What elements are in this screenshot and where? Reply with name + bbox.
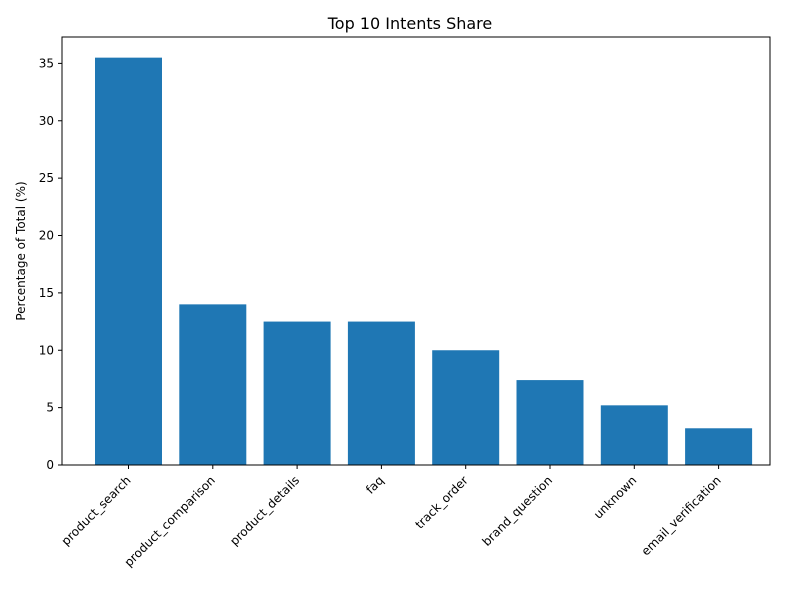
x-tick-label: faq [363,473,386,496]
y-tick-label: 30 [39,114,54,128]
y-tick-label: 5 [46,401,54,415]
bar-email-verification [685,428,753,465]
y-axis-ticks: 0 5 10 15 20 25 30 35 [39,56,62,472]
y-axis-label: Percentage of Total (%) [14,181,28,320]
bars-group [95,57,753,466]
bar-track-order [432,350,500,465]
x-tick-label: product_comparison [122,473,218,569]
x-tick-label: unknown [591,473,639,521]
x-tick-label: product_search [59,473,134,548]
y-tick-label: 25 [39,171,54,185]
bar-unknown [600,405,668,465]
bar-product-search [95,57,162,466]
x-tick-label: product_details [227,473,302,548]
y-tick-label: 0 [46,458,54,472]
bar-faq [347,321,415,465]
x-tick-label: track_order [412,473,470,531]
y-tick-label: 20 [39,229,54,243]
x-tick-label: email_verification [639,473,724,558]
plot-frame [61,36,771,466]
chart-title: Top 10 Intents Share [327,14,493,33]
bar-product-comparison [179,304,247,465]
x-tick-label: brand_question [479,473,555,549]
y-tick-label: 15 [39,286,54,300]
y-tick-label: 10 [39,343,54,357]
y-tick-label: 35 [39,56,54,70]
bar-product-details [263,321,331,465]
bar-brand-question [516,380,584,465]
